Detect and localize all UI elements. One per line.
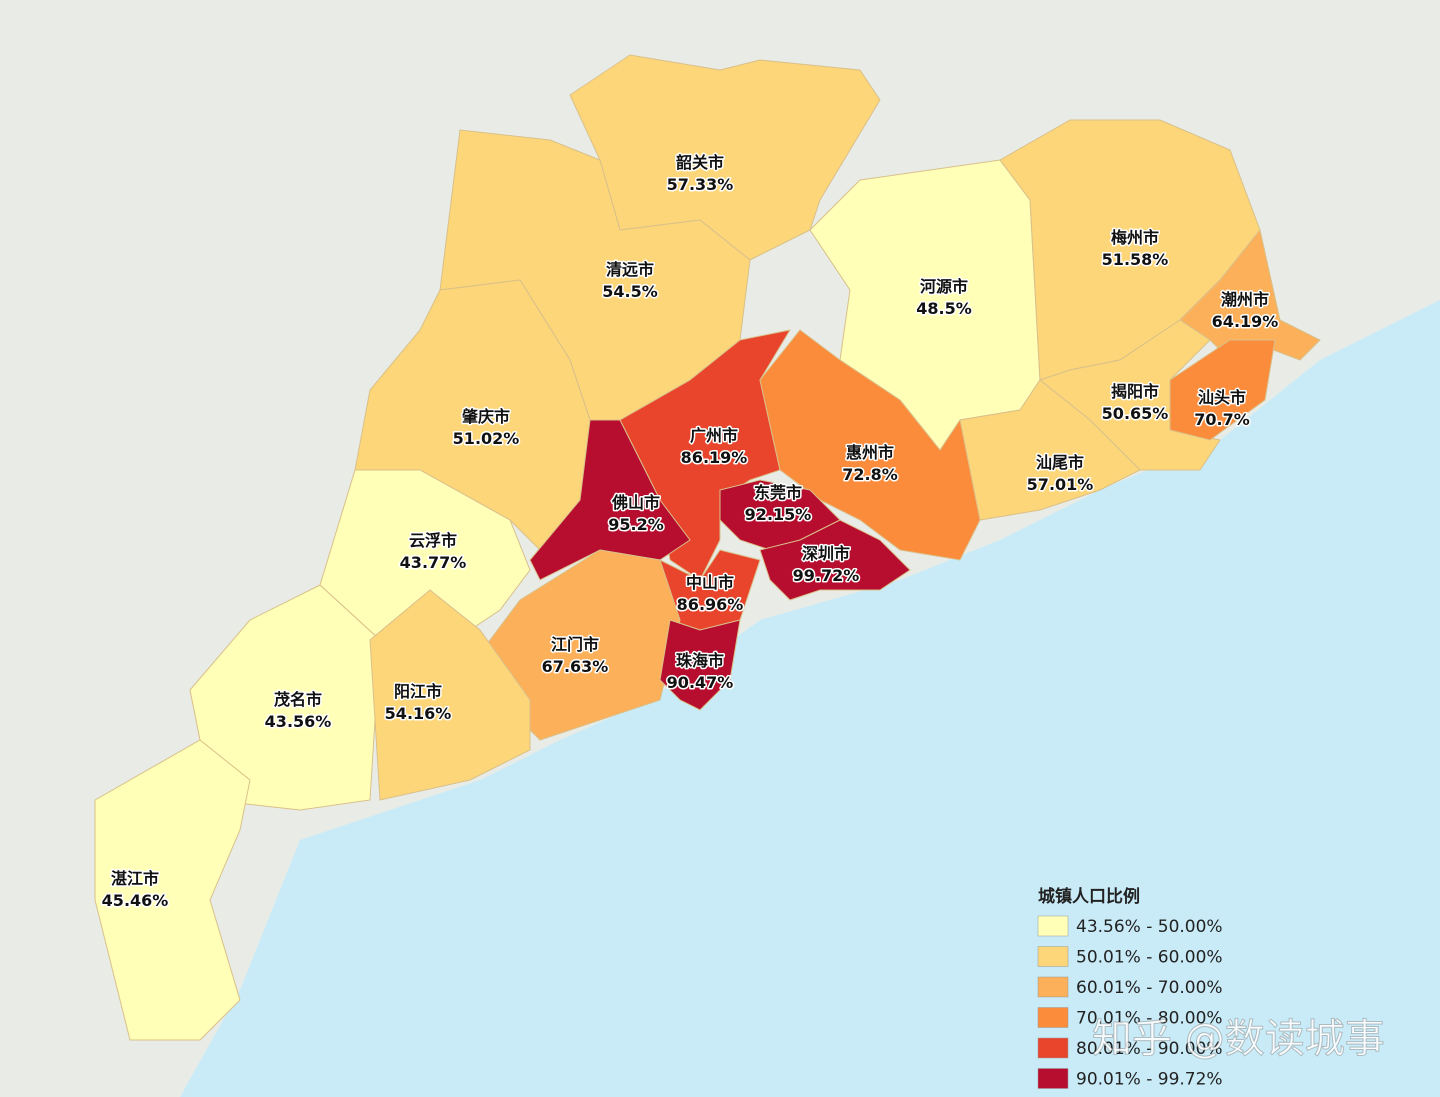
regions (94, 54, 1321, 1041)
region (1169, 339, 1276, 441)
region-name: 潮州市 (1221, 290, 1269, 309)
legend: 城镇人口比例 43.56% - 50.00% 50.01% - 60.00% 60.… (1037, 886, 1223, 1090)
region-name: 汕尾市 (1036, 453, 1084, 472)
region-name: 汕头市 (1198, 388, 1246, 407)
legend-label: 70.01% - 80.00% (1076, 1009, 1223, 1029)
legend-swatch (1037, 915, 1069, 937)
region-value: 54.16% (385, 704, 452, 723)
legend-label: 43.56% - 50.00% (1076, 917, 1223, 937)
legend-label: 90.01% - 99.72% (1076, 1070, 1223, 1090)
region-value: 54.5% (602, 282, 658, 301)
sea (180, 300, 1440, 1097)
region-value: 57.01% (1027, 475, 1094, 494)
region-value: 51.58% (1102, 250, 1169, 269)
region-value: 45.46% (102, 891, 169, 910)
region-value: 72.8% (842, 465, 898, 484)
legend-label: 80.01% - 90.00% (1076, 1039, 1223, 1059)
region-name: 深圳市 (802, 544, 850, 563)
region-name: 佛山市 (611, 493, 660, 512)
region-value: 99.72% (793, 566, 860, 585)
region (759, 519, 911, 601)
region-name: 阳江市 (394, 682, 442, 701)
region-value: 50.65% (1102, 404, 1169, 423)
region-name: 茂名市 (274, 690, 322, 709)
region-value: 86.19% (681, 448, 748, 467)
region-value: 90.47% (667, 673, 734, 692)
region-value: 86.96% (677, 595, 744, 614)
region-value: 95.2% (608, 515, 664, 534)
region-name: 云浮市 (409, 531, 457, 550)
watermark: 知乎 @数读城事 (1092, 1016, 1385, 1062)
legend-swatch (1037, 976, 1069, 998)
region-value: 64.19% (1212, 312, 1279, 331)
region-name: 珠海市 (676, 651, 724, 670)
region-value: 43.77% (400, 553, 467, 572)
legend-title: 城镇人口比例 (1038, 886, 1140, 907)
region (94, 739, 251, 1041)
legend-swatch (1037, 946, 1069, 967)
legend-swatch (1037, 1068, 1069, 1089)
region-name: 清远市 (606, 260, 654, 279)
region-name: 湛江市 (111, 869, 159, 888)
region-name: 河源市 (920, 277, 968, 296)
region (959, 379, 1141, 521)
region-value: 92.15% (745, 505, 812, 524)
region-name: 广州市 (690, 426, 738, 445)
region-name: 江门市 (551, 635, 599, 654)
region-name: 揭阳市 (1111, 382, 1159, 401)
legend-label: 50.01% - 60.00% (1076, 948, 1223, 968)
region-value: 48.5% (916, 299, 972, 318)
region-value: 67.63% (542, 657, 609, 676)
region-value: 51.02% (453, 429, 520, 448)
legend-swatch (1037, 1037, 1069, 1059)
region-name: 肇庆市 (461, 407, 510, 426)
region-name: 中山市 (686, 573, 734, 592)
region-value: 57.33% (667, 175, 734, 194)
region-name: 韶关市 (676, 153, 724, 172)
region-name: 惠州市 (846, 443, 894, 462)
region-value: 70.7% (1194, 410, 1250, 429)
region (659, 619, 741, 711)
region-name: 东莞市 (754, 483, 802, 502)
legend-label: 60.01% - 70.00% (1076, 978, 1223, 998)
region-name: 梅州市 (1111, 228, 1159, 247)
region (369, 589, 531, 801)
legend-swatch (1037, 1007, 1069, 1028)
region-value: 43.56% (265, 712, 332, 731)
labels: 韶关市 57.33% 清远市 54.5% 河源市 48.5% 梅州市 51.58% 潮州市 64.… (100, 152, 1280, 912)
